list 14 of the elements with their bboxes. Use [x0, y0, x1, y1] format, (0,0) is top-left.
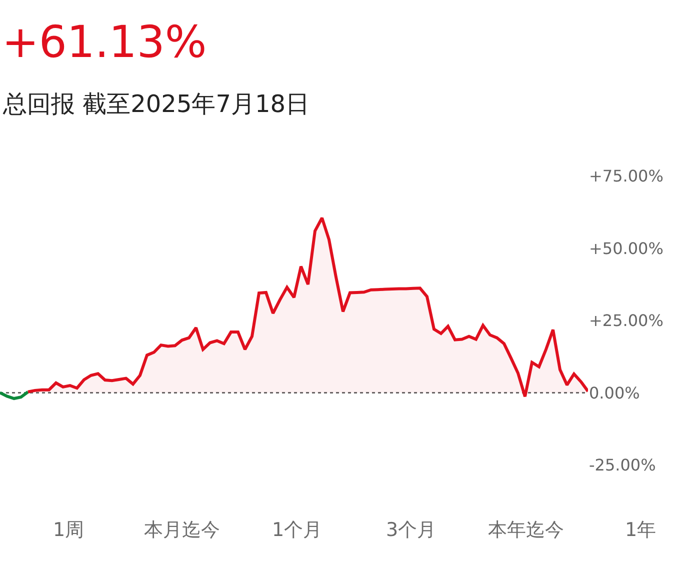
y-tick-label: +75.00%	[589, 166, 664, 186]
line-series	[0, 390, 30, 400]
y-tick-label: -25.00%	[589, 456, 656, 475]
chart-title: +61.13%	[2, 17, 207, 68]
text: 1个月	[272, 519, 322, 541]
chart-subtitle: 总回报 截至2025年7月18日	[2, 90, 310, 118]
y-tick-label: 0.00%	[589, 383, 640, 402]
text: 本月迄今	[144, 519, 220, 541]
text: 1年	[625, 519, 656, 541]
text: 3个月	[386, 519, 436, 541]
y-tick-label: +50.00%	[589, 238, 664, 258]
text: 1周	[53, 519, 84, 541]
text: 本年迄今	[488, 519, 564, 541]
y-tick-label: +25.00%	[589, 311, 664, 330]
